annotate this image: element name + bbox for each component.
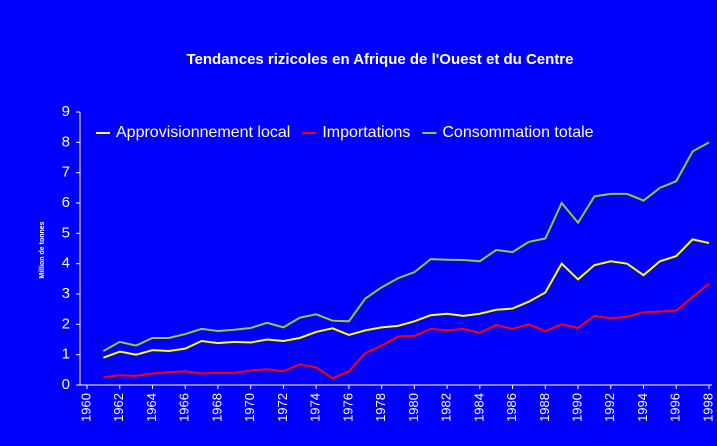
- x-tick-label: 1986: [504, 393, 519, 422]
- y-tick-label: 5: [62, 224, 70, 241]
- x-tick-label: 1998: [700, 393, 715, 422]
- legend-label: Importations: [322, 124, 410, 141]
- legend-label: Consommation totale: [442, 124, 593, 141]
- y-axis-label: Million de tonnes: [39, 221, 46, 278]
- x-tick-label: 1966: [177, 393, 192, 422]
- series-line: [103, 282, 710, 380]
- x-tick-label: 1970: [242, 393, 257, 422]
- series-line: [103, 238, 710, 359]
- x-tick-label: 1960: [78, 393, 93, 422]
- x-tick-label: 1990: [569, 393, 584, 422]
- chart-title: Tendances rizicoles en Afrique de l'Oues…: [187, 51, 574, 68]
- x-tick-label: 1980: [406, 393, 421, 422]
- x-tick-label: 1972: [275, 393, 290, 422]
- x-tick-label: 1976: [340, 393, 355, 422]
- x-tick-label: 1962: [111, 393, 126, 422]
- x-tick-label: 1996: [668, 393, 683, 422]
- y-tick-label: 1: [62, 346, 70, 363]
- x-tick-label: 1994: [635, 393, 650, 422]
- x-tick-label: 1978: [373, 393, 388, 422]
- x-tick-label: 1968: [209, 393, 224, 422]
- y-tick-label: 9: [62, 103, 70, 120]
- x-tick-label: 1988: [537, 393, 552, 422]
- legend-label: Approvisionnement local: [116, 124, 290, 141]
- y-tick-label: 0: [62, 376, 70, 393]
- series-line: [102, 141, 710, 352]
- x-tick-label: 1984: [471, 393, 486, 422]
- y-tick-label: 7: [62, 164, 70, 181]
- x-tick-label: 1974: [308, 393, 323, 422]
- y-tick-label: 6: [62, 194, 70, 211]
- y-tick-label: 8: [62, 133, 70, 150]
- y-tick-label: 3: [62, 285, 70, 302]
- x-tick-label: 1992: [602, 393, 617, 422]
- x-tick-label: 1964: [144, 393, 159, 422]
- y-tick-label: 4: [62, 255, 70, 272]
- y-tick-label: 2: [62, 315, 70, 332]
- x-tick-label: 1982: [439, 393, 454, 422]
